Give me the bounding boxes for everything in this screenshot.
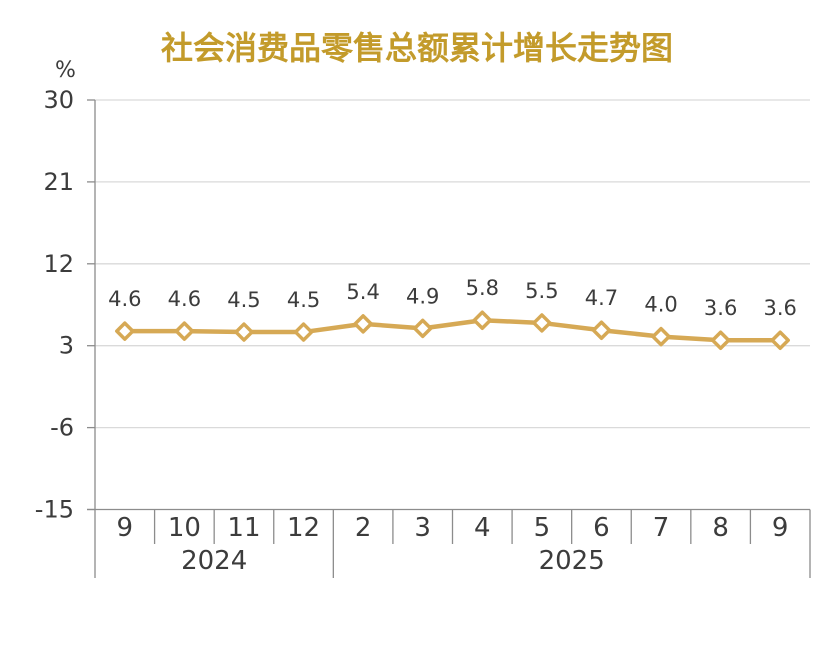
data-point-marker <box>532 313 552 333</box>
data-point-label: 4.9 <box>406 284 439 308</box>
data-point-label: 4.0 <box>644 293 677 317</box>
x-axis-year-label: 2025 <box>539 546 605 576</box>
data-point-label: 4.6 <box>108 287 141 311</box>
chart-title: 社会消费品零售总额累计增长走势图 <box>160 29 673 67</box>
data-point-label: 4.5 <box>287 288 320 312</box>
data-point-label: 3.6 <box>764 296 797 320</box>
data-point-label: 4.7 <box>585 286 618 310</box>
x-axis-month-label: 5 <box>534 513 551 543</box>
x-axis-month-label: 10 <box>168 513 201 543</box>
data-point-marker <box>115 321 135 341</box>
data-point-marker <box>234 322 254 342</box>
x-axis-month-label: 9 <box>117 513 134 543</box>
y-axis-tick-label: 12 <box>43 250 74 278</box>
data-point-marker <box>353 314 373 334</box>
x-axis-year-label: 2024 <box>181 546 247 576</box>
data-point-marker <box>472 310 493 330</box>
data-point-label: 5.5 <box>525 279 558 303</box>
data-point-label: 4.6 <box>168 287 201 311</box>
data-point-marker <box>591 320 612 340</box>
x-axis-month-label: 7 <box>653 513 670 543</box>
y-axis-unit-label: % <box>55 58 76 83</box>
data-point-marker <box>651 326 671 347</box>
data-point-label: 5.8 <box>466 276 499 300</box>
data-point-marker <box>710 330 731 350</box>
data-point-label: 4.5 <box>227 288 260 312</box>
y-axis-tick-label: -6 <box>50 414 74 442</box>
x-axis-month-label: 3 <box>414 513 431 543</box>
data-line <box>122 317 783 343</box>
x-axis-month-label: 11 <box>227 513 260 543</box>
y-axis-tick-label: 21 <box>43 168 74 196</box>
data-point-marker <box>174 321 195 341</box>
x-axis-month-label: 2 <box>355 513 372 543</box>
x-axis-month-label: 6 <box>593 513 610 543</box>
data-point-label: 3.6 <box>704 296 737 320</box>
x-axis-month-label: 8 <box>712 513 729 543</box>
data-point-marker <box>412 318 433 339</box>
x-axis-month-label: 4 <box>474 513 491 543</box>
data-point-marker <box>293 322 314 342</box>
data-point-label: 5.4 <box>346 280 379 304</box>
y-axis-tick-label: -15 <box>35 496 74 524</box>
data-point-marker <box>770 330 790 350</box>
y-axis-tick-label: 3 <box>59 332 74 360</box>
x-axis-month-label: 9 <box>772 513 789 543</box>
y-axis-tick-label: 30 <box>43 86 74 114</box>
x-axis-month-label: 12 <box>287 513 320 543</box>
